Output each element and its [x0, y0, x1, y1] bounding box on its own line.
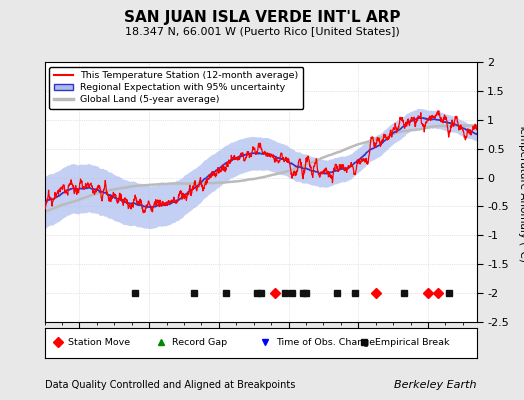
Text: Station Move: Station Move — [68, 338, 130, 347]
Text: Empirical Break: Empirical Break — [375, 338, 450, 347]
Text: Time of Obs. Change: Time of Obs. Change — [276, 338, 375, 347]
Text: Berkeley Earth: Berkeley Earth — [395, 380, 477, 390]
Text: SAN JUAN ISLA VERDE INT'L ARP: SAN JUAN ISLA VERDE INT'L ARP — [124, 10, 400, 25]
Text: Data Quality Controlled and Aligned at Breakpoints: Data Quality Controlled and Aligned at B… — [45, 380, 295, 390]
Text: Record Gap: Record Gap — [172, 338, 227, 347]
Y-axis label: Temperature Anomaly (°C): Temperature Anomaly (°C) — [518, 122, 524, 262]
Legend: This Temperature Station (12-month average), Regional Expectation with 95% uncer: This Temperature Station (12-month avera… — [49, 67, 303, 109]
Text: 18.347 N, 66.001 W (Puerto Rico [United States]): 18.347 N, 66.001 W (Puerto Rico [United … — [125, 26, 399, 36]
